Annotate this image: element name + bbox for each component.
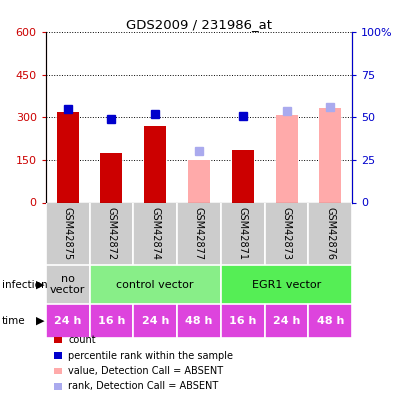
Text: 24 h: 24 h <box>142 316 169 326</box>
Bar <box>46 304 90 338</box>
Bar <box>320 107 341 202</box>
Text: GSM42874: GSM42874 <box>150 207 160 260</box>
Bar <box>308 304 352 338</box>
Text: 24 h: 24 h <box>54 316 81 326</box>
Text: GSM42875: GSM42875 <box>62 207 73 260</box>
Text: percentile rank within the sample: percentile rank within the sample <box>68 351 234 360</box>
Bar <box>144 126 166 202</box>
Text: 24 h: 24 h <box>273 316 300 326</box>
Text: control vector: control vector <box>117 279 194 290</box>
Text: 48 h: 48 h <box>185 316 213 326</box>
Text: GSM42872: GSM42872 <box>106 207 117 260</box>
Bar <box>177 304 221 338</box>
Bar <box>276 115 298 202</box>
Bar <box>232 150 254 202</box>
Text: 16 h: 16 h <box>229 316 256 326</box>
Text: no
vector: no vector <box>50 274 85 295</box>
Bar <box>90 304 133 338</box>
Bar <box>221 304 265 338</box>
Text: time: time <box>2 316 25 326</box>
Bar <box>221 265 352 304</box>
Text: GSM42876: GSM42876 <box>325 207 336 260</box>
Text: GSM42871: GSM42871 <box>238 207 248 260</box>
Bar <box>90 265 221 304</box>
Bar <box>265 202 308 265</box>
Text: ▶: ▶ <box>35 316 44 326</box>
Bar <box>46 265 90 304</box>
Bar <box>133 304 177 338</box>
Bar <box>308 202 352 265</box>
Text: count: count <box>68 335 96 345</box>
Text: rank, Detection Call = ABSENT: rank, Detection Call = ABSENT <box>68 382 219 391</box>
Text: GSM42873: GSM42873 <box>281 207 292 260</box>
Text: 16 h: 16 h <box>98 316 125 326</box>
Text: value, Detection Call = ABSENT: value, Detection Call = ABSENT <box>68 366 224 376</box>
Bar <box>46 202 90 265</box>
Bar <box>133 202 177 265</box>
Text: GSM42877: GSM42877 <box>194 207 204 260</box>
Text: 48 h: 48 h <box>317 316 344 326</box>
Bar <box>90 202 133 265</box>
Bar <box>57 112 79 202</box>
Text: infection: infection <box>2 279 48 290</box>
Bar <box>265 304 308 338</box>
Bar <box>221 202 265 265</box>
Bar <box>188 160 210 202</box>
Text: GDS2009 / 231986_at: GDS2009 / 231986_at <box>126 18 272 31</box>
Bar <box>101 153 123 202</box>
Text: EGR1 vector: EGR1 vector <box>252 279 321 290</box>
Bar <box>177 202 221 265</box>
Text: ▶: ▶ <box>35 279 44 290</box>
